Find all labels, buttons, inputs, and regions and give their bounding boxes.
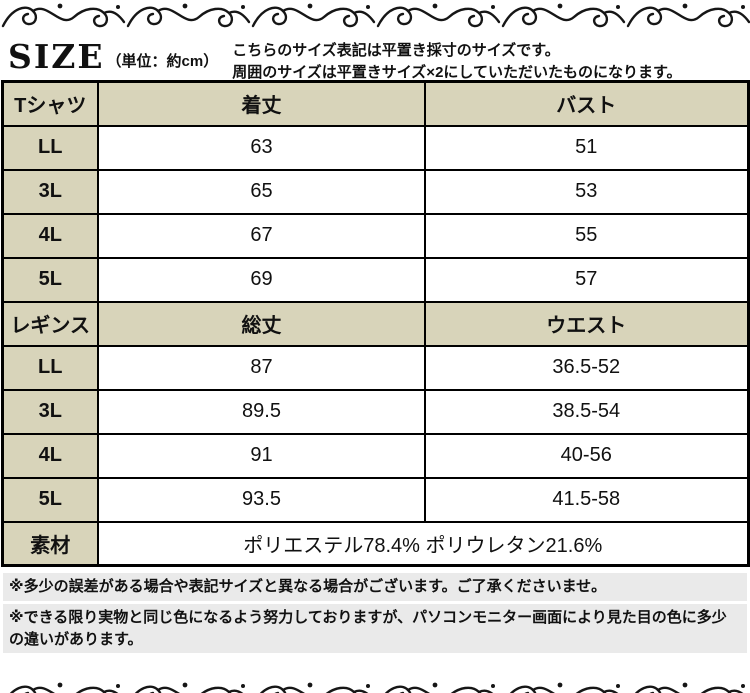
- table-row: 4L 91 40-56: [1, 432, 749, 479]
- row-label-cell: 4L: [1, 432, 99, 479]
- scroll-ornament-bottom: [0, 679, 750, 693]
- value-cell: 65: [97, 168, 426, 215]
- size-header: SIZE （単位：約cm） こちらのサイズ表記は平置き採寸のサイズです。 周囲の…: [0, 36, 750, 81]
- material-label-cell: 素材: [1, 520, 99, 567]
- scroll-ornament-top: [1, 2, 750, 28]
- tshirt-header-row: Tシャツ 着丈 バスト: [1, 80, 749, 127]
- value-cell: 91: [97, 432, 426, 479]
- leggings-section-label-cell: レギンス: [1, 300, 99, 347]
- value-cell: 93.5: [97, 476, 426, 523]
- row-label-cell: LL: [1, 124, 99, 171]
- table-row: 5L 69 57: [1, 256, 749, 303]
- value-cell: 57: [424, 256, 749, 303]
- size-table: Tシャツ 着丈 バスト LL 63 51 3L 65 53 4L 67 55 5…: [0, 80, 750, 567]
- value-cell: 89.5: [97, 388, 426, 435]
- table-row: 3L 89.5 38.5-54: [1, 388, 749, 435]
- size-description: こちらのサイズ表記は平置き採寸のサイズです。 周囲のサイズは平置きサイズ×2にし…: [232, 40, 681, 84]
- value-cell: 55: [424, 212, 749, 259]
- value-cell: 40-56: [424, 432, 749, 479]
- row-label-cell: 4L: [1, 212, 99, 259]
- row-label-cell: 3L: [1, 388, 99, 435]
- value-cell: 38.5-54: [424, 388, 749, 435]
- leggings-header-row: レギンス 総丈 ウエスト: [1, 300, 749, 347]
- unit-label: （単位：約cm）: [106, 53, 219, 70]
- size-description-line: こちらのサイズ表記は平置き採寸のサイズです。: [232, 42, 560, 59]
- footnotes: ※多少の誤差がある場合や表記サイズと異なる場合がございます。ご了承くださいませ。…: [3, 573, 747, 654]
- size-description-line: 周囲のサイズは平置きサイズ×2にしていただいたものになります。: [232, 63, 682, 81]
- tshirt-bust-header-cell: バスト: [424, 80, 749, 127]
- table-row: LL 87 36.5-52: [1, 344, 749, 391]
- value-cell: 41.5-58: [424, 476, 749, 523]
- tshirt-section-label-cell: Tシャツ: [1, 80, 99, 127]
- leggings-length-header-cell: 総丈: [97, 300, 426, 347]
- value-cell: 36.5-52: [424, 344, 749, 391]
- value-cell: 63: [97, 124, 426, 171]
- footnote: ※できる限り実物と同じ色になるよう努力しておりますが、パソコンモニター画面により…: [3, 603, 747, 654]
- table-row: LL 63 51: [1, 124, 749, 171]
- value-cell: 53: [424, 168, 749, 215]
- row-label-cell: 5L: [1, 256, 99, 303]
- value-cell: 67: [97, 212, 426, 259]
- table-row: 4L 67 55: [1, 212, 749, 259]
- row-label-cell: 3L: [1, 168, 99, 215]
- material-row: 素材 ポリエステル78.4% ポリウレタン21.6%: [1, 520, 749, 567]
- value-cell: 87: [97, 344, 426, 391]
- size-title: SIZE: [8, 37, 105, 76]
- leggings-waist-header-cell: ウエスト: [424, 300, 749, 347]
- row-label-cell: 5L: [1, 476, 99, 523]
- value-cell: 69: [97, 256, 426, 303]
- row-label-cell: LL: [1, 344, 99, 391]
- table-row: 3L 65 53: [1, 168, 749, 215]
- footnote: ※多少の誤差がある場合や表記サイズと異なる場合がございます。ご了承くださいませ。: [3, 573, 747, 601]
- value-cell: 51: [424, 124, 749, 171]
- tshirt-length-header-cell: 着丈: [97, 80, 426, 127]
- table-row: 5L 93.5 41.5-58: [1, 476, 749, 523]
- material-value-cell: ポリエステル78.4% ポリウレタン21.6%: [97, 520, 749, 567]
